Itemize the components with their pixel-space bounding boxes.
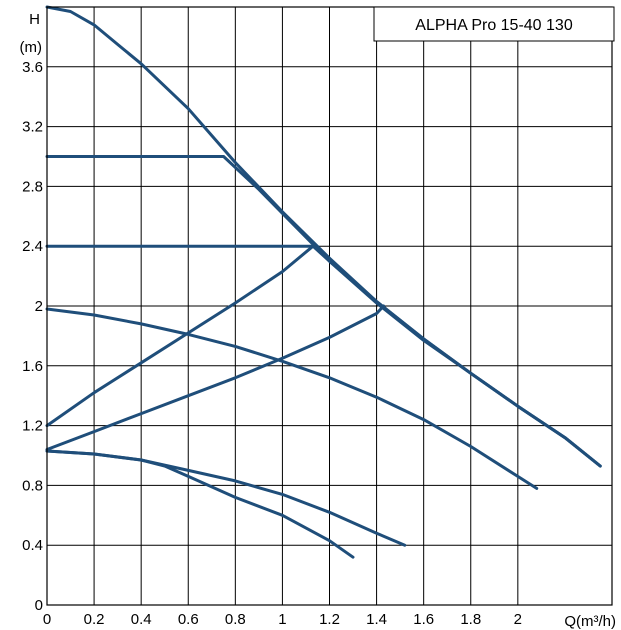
- x-tick-label: 2: [514, 611, 522, 628]
- grid: [47, 7, 612, 605]
- y-tick-label: 1.2: [22, 418, 43, 435]
- curves: [45, 5, 602, 559]
- y-tick-label: 3.2: [22, 119, 43, 136]
- y-tick-label: 0.4: [22, 537, 43, 554]
- curve-1: [45, 5, 602, 468]
- x-tick-label: 0.4: [131, 611, 152, 628]
- x-tick-label: 1.4: [366, 611, 387, 628]
- curve-6: [45, 307, 539, 490]
- legend: ALPHA Pro 15-40 130: [373, 6, 615, 42]
- curve-5: [45, 304, 386, 451]
- y-tick-label: 0: [35, 597, 43, 614]
- curve-2: [45, 155, 602, 468]
- x-tick-label: 0: [43, 611, 51, 628]
- y-tick-label: 3.6: [22, 59, 43, 76]
- x-axis-label: Q(m³/h): [564, 613, 616, 630]
- x-tick-label: 0.8: [225, 611, 246, 628]
- y-tick-label: 2.4: [22, 238, 43, 255]
- x-tick-label: 0.2: [84, 611, 105, 628]
- plot-border: [46, 6, 613, 606]
- x-tick-label: 1.8: [460, 611, 481, 628]
- legend-title: ALPHA Pro 15-40 130: [415, 17, 573, 34]
- y-tick-label: 2.8: [22, 178, 43, 195]
- curve-7: [45, 449, 407, 547]
- x-tick-label: 1.6: [413, 611, 434, 628]
- y-axis-label-line2: (m): [20, 39, 43, 56]
- curve-3: [45, 244, 602, 468]
- curve-8: [45, 449, 355, 559]
- y-tick-label: 2: [35, 298, 43, 315]
- x-tick-label: 0.6: [178, 611, 199, 628]
- tick-labels: 0 0.2 0.4 0.6 0.8 1 1.2 1.4 1.6 1.8 2 0 0.4 0.8 1.2 1.6…: [22, 59, 522, 628]
- plot-frame: [46, 6, 613, 606]
- y-axis-label-line1: H: [29, 11, 40, 28]
- x-tick-label: 1: [278, 611, 286, 628]
- y-tick-label: 1.6: [22, 358, 43, 375]
- legend-box: [373, 6, 615, 42]
- x-tick-label: 1.2: [319, 611, 340, 628]
- y-tick-label: 0.8: [22, 477, 43, 494]
